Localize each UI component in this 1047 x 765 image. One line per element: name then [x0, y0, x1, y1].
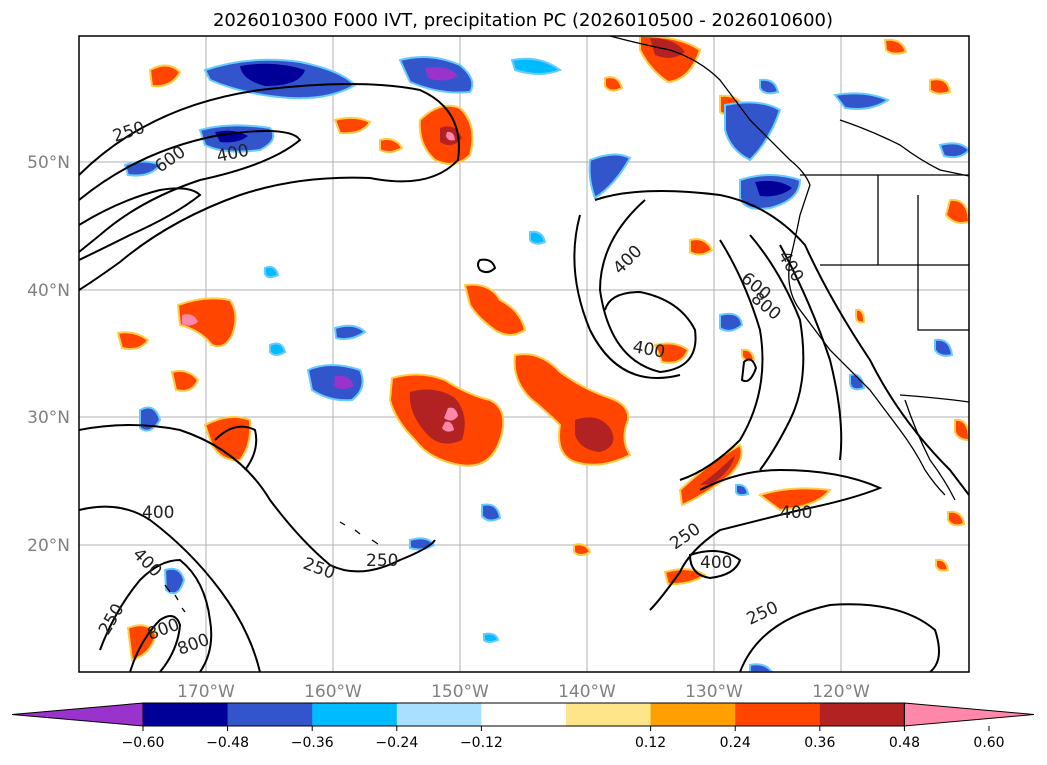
lon-label: 140°W — [558, 682, 616, 702]
lat-label: 50°N — [27, 153, 70, 173]
map-frame — [78, 35, 970, 673]
contour-label: 400 — [780, 503, 812, 523]
lon-label: 130°W — [685, 682, 743, 702]
colorbar-swatch — [396, 703, 482, 726]
colorbar-extend-max — [903, 702, 1035, 727]
colorbar-swatch — [227, 703, 313, 726]
coastline — [164, 36, 969, 613]
colorbar-swatch — [312, 703, 398, 726]
lon-label: 170°W — [177, 682, 235, 702]
ivt-contours — [79, 83, 969, 672]
colorbar-tick-label: −0.36 — [291, 735, 334, 751]
lon-label: 160°W — [304, 682, 362, 702]
contour-label: 400 — [700, 553, 732, 573]
colorbar-tick-label: −0.48 — [206, 735, 249, 751]
colorbar-swatch — [650, 703, 736, 726]
colorbar-swatch — [819, 703, 905, 726]
lon-label: 120°W — [812, 682, 870, 702]
contour-label: 400 — [142, 503, 174, 523]
colorbar-tick-label: 0.48 — [889, 735, 920, 751]
colorbar-swatch — [143, 703, 229, 726]
lat-label: 30°N — [27, 408, 70, 428]
colorbar-tick-label: 0.24 — [720, 735, 751, 751]
lat-label: 40°N — [27, 281, 70, 301]
colorbar-swatch — [566, 703, 652, 726]
lat-axis-labels: 50°N 40°N 30°N 20°N — [27, 153, 70, 556]
plot-title: 2026010300 F000 IVT, precipitation PC (2… — [213, 10, 833, 31]
colorbar-tick-label: 0.36 — [804, 735, 835, 751]
colorbar-tick-label: −0.24 — [375, 735, 418, 751]
colorbar-swatch — [735, 703, 821, 726]
map-panel: 250 600 400 400 600 400 400 250 400 400 … — [78, 35, 970, 673]
colorbar-extend-min — [11, 702, 144, 727]
colorbar-tick-label: −0.60 — [122, 735, 165, 751]
colorbar-swatch — [481, 703, 567, 726]
colorbar-tick-label: 0.12 — [635, 735, 666, 751]
colorbar-tick-label: −0.12 — [460, 735, 503, 751]
lat-label: 20°N — [27, 536, 70, 556]
colorbar-outline — [142, 702, 905, 727]
colorbar-tick-label: 0.60 — [973, 735, 1004, 751]
lon-label: 150°W — [431, 682, 489, 702]
lon-axis-labels: 170°W 160°W 150°W 140°W 130°W 120°W — [177, 682, 870, 702]
contour-label: 250 — [366, 551, 398, 571]
colorbar: −0.60 −0.48 −0.36 −0.24 −0.12 0.12 0.24 0.36 0.4… — [11, 702, 1035, 751]
